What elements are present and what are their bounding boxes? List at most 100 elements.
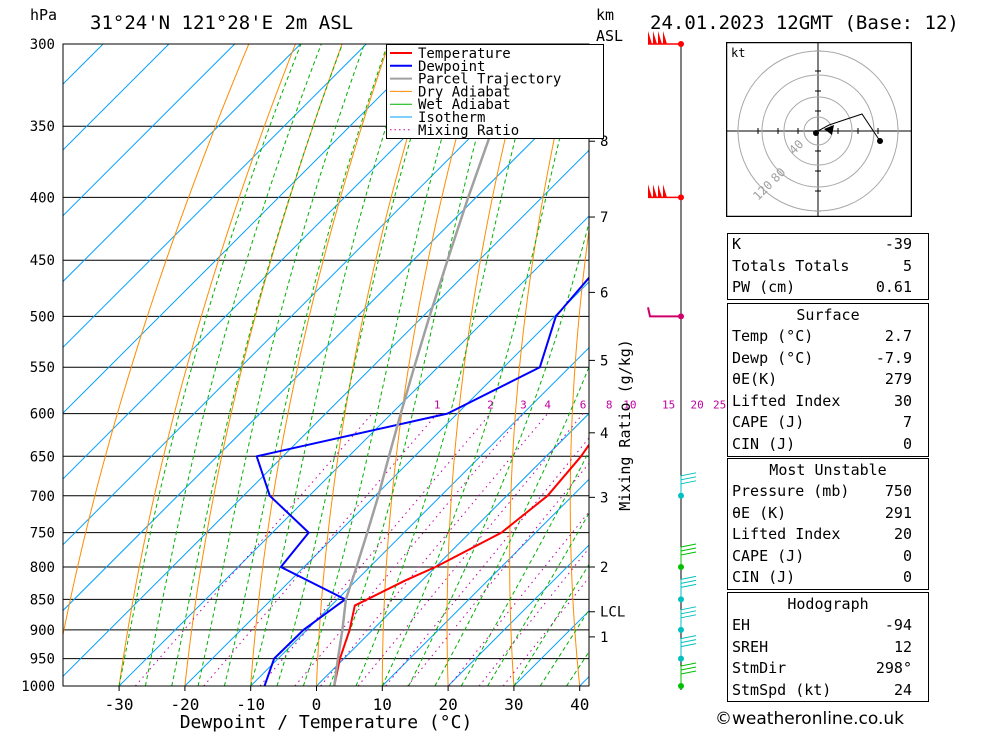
location-title: 31°24'N 121°28'E 2m ASL bbox=[90, 12, 353, 34]
isotherm-line bbox=[447, 544, 589, 686]
mixing-ratio-label: 10 bbox=[623, 399, 636, 412]
index-value: -7.9 bbox=[875, 348, 912, 367]
dry-adiabat-line bbox=[569, 226, 589, 686]
wind-barb-flag bbox=[680, 583, 697, 588]
pressure-tick-label: 700 bbox=[30, 489, 55, 505]
height-tick-label: 6 bbox=[600, 285, 608, 301]
isotherm-line bbox=[63, 44, 367, 349]
isotherm-line bbox=[63, 83, 589, 612]
height-tick-label: 2 bbox=[600, 560, 608, 576]
pressure-tick-label: 300 bbox=[30, 37, 55, 53]
pressure-tick-label: 950 bbox=[30, 652, 55, 668]
isotherm-line bbox=[381, 478, 589, 686]
hodograph-ring bbox=[761, 74, 875, 188]
index-value: 12 bbox=[893, 637, 912, 656]
wind-barb bbox=[648, 31, 681, 45]
temperature-line bbox=[333, 443, 589, 686]
mixing-ratio-label: 4 bbox=[544, 399, 551, 412]
isotherm-line bbox=[118, 215, 589, 686]
index-row: Temp (°C) 2.7 bbox=[728, 326, 928, 348]
hodograph-stats-panel: Hodograph EH -94 SREH 12 StmDir 298° StmSpd (k… bbox=[727, 592, 929, 703]
index-value: 30 bbox=[893, 391, 912, 410]
mixing-ratio-line bbox=[134, 413, 373, 686]
index-label: Pressure (mb) bbox=[732, 482, 850, 500]
dry-adiabat-line bbox=[381, 44, 483, 686]
index-value: 24 bbox=[893, 680, 912, 699]
index-label: K bbox=[732, 235, 742, 253]
pressure-tick-label: 1000 bbox=[21, 679, 55, 695]
wet-adiabat-line bbox=[197, 44, 365, 686]
mixing-ratio-line bbox=[357, 413, 584, 686]
wind-barb-flag bbox=[680, 543, 697, 548]
height-tick-label: 8 bbox=[600, 134, 608, 150]
dry-adiabat-line bbox=[629, 44, 669, 686]
index-value: 0 bbox=[902, 546, 912, 565]
pressure-tick-label: 650 bbox=[30, 449, 55, 465]
index-label: Dewp (°C) bbox=[732, 348, 814, 367]
wet-adiabat-line bbox=[118, 44, 302, 686]
wind-barb-flag bbox=[680, 666, 697, 671]
dry-adiabat-line bbox=[995, 44, 1000, 686]
isotherm-line bbox=[63, 149, 589, 678]
index-row: θE (K) 291 bbox=[728, 503, 928, 525]
mixing-ratio-line bbox=[320, 413, 549, 686]
index-label: Lifted Index bbox=[732, 391, 841, 410]
height-tick-label: 5 bbox=[600, 353, 608, 369]
legend-label: Parcel Trajectory bbox=[418, 72, 561, 88]
index-row: CIN (J) 0 bbox=[728, 434, 928, 456]
index-row: CAPE (J) 0 bbox=[728, 546, 928, 568]
x-tick-label: 0 bbox=[312, 695, 322, 714]
legend-label: Dry Adiabat bbox=[418, 84, 511, 100]
isotherm-line bbox=[63, 44, 433, 414]
dry-adiabat-line bbox=[118, 44, 296, 686]
index-row: CIN (J) 0 bbox=[728, 567, 928, 589]
index-row: Lifted Index 20 bbox=[728, 524, 928, 546]
index-value: 7 bbox=[902, 413, 912, 432]
index-label: StmSpd (kt) bbox=[732, 680, 832, 699]
wet-adiabat-line bbox=[460, 450, 589, 686]
index-label: θE(K) bbox=[732, 370, 778, 389]
wind-barb-pennant bbox=[663, 184, 667, 198]
mixing-ratio-label: 2 bbox=[487, 399, 494, 412]
dewpoint-line bbox=[255, 276, 589, 686]
index-row: CAPE (J) 7 bbox=[728, 412, 928, 434]
index-value: 20 bbox=[893, 525, 912, 544]
wet-adiabat-line bbox=[434, 365, 589, 686]
index-label: Totals Totals bbox=[732, 256, 850, 275]
legend-label: Dewpoint bbox=[418, 59, 485, 75]
wet-adiabat-line bbox=[329, 44, 503, 686]
pressure-tick-label: 450 bbox=[30, 253, 55, 269]
index-label: Lifted Index bbox=[732, 525, 841, 544]
pressure-tick-label: 400 bbox=[30, 190, 55, 206]
wind-barb-flag bbox=[680, 606, 697, 611]
index-row: StmDir 298° bbox=[728, 658, 928, 680]
site-credit[interactable]: ©weatheronline.co.uk bbox=[715, 709, 905, 729]
x-tick-label: -30 bbox=[105, 695, 134, 714]
index-value: -39 bbox=[884, 235, 912, 253]
wind-barb-flag bbox=[680, 472, 697, 477]
legend-label: Temperature bbox=[418, 46, 511, 62]
wet-adiabat-line bbox=[223, 44, 389, 686]
wind-barb-flag bbox=[680, 547, 697, 552]
x-tick-label: -20 bbox=[170, 695, 199, 714]
wet-adiabat-line bbox=[171, 44, 343, 686]
mixing-ratio-axis-label: Mixing Ratio (g/kg) bbox=[616, 339, 634, 511]
hodograph-stats-title: Hodograph bbox=[787, 595, 869, 613]
wind-barb bbox=[648, 184, 681, 199]
index-value: 0 bbox=[902, 434, 912, 453]
index-row: Dewp (°C) -7.9 bbox=[728, 348, 928, 370]
index-label: EH bbox=[732, 616, 751, 634]
x-tick-label: -10 bbox=[236, 695, 265, 714]
wind-barb-flag bbox=[680, 551, 697, 556]
hodograph-ring bbox=[737, 50, 899, 212]
hodograph-storm-marker bbox=[824, 125, 834, 135]
isotherm-line bbox=[63, 44, 236, 217]
index-value: 298° bbox=[875, 659, 912, 678]
index-value: 291 bbox=[884, 503, 912, 522]
height-tick-label: LCL bbox=[600, 605, 625, 621]
wind-barb-pennant bbox=[653, 184, 657, 198]
index-label: PW (cm) bbox=[732, 278, 796, 297]
mixing-ratio-label: 1 bbox=[434, 399, 441, 412]
mixing-ratio-label: 3 bbox=[520, 399, 527, 412]
index-row: Lifted Index 30 bbox=[728, 391, 928, 413]
